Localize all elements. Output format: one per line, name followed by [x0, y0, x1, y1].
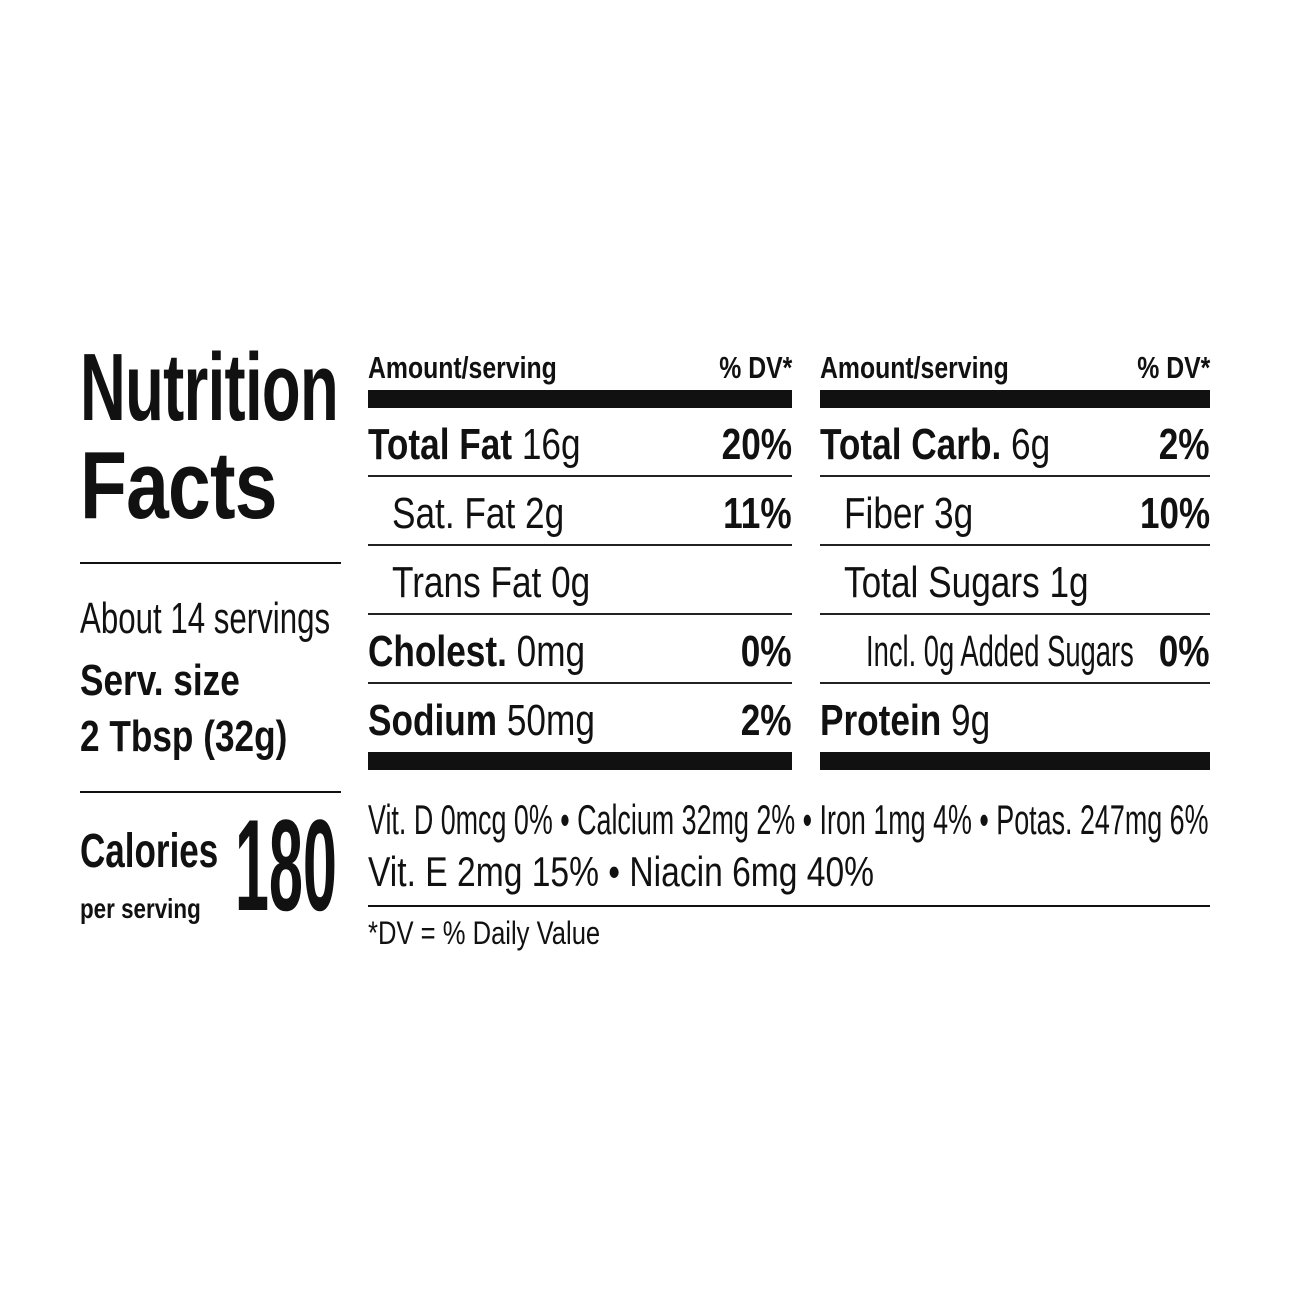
nutrient-row-cholesterol: Cholest. 0mg 0% [368, 615, 792, 684]
header-amount: Amount/serving [820, 350, 1009, 385]
nutrient-row-total-carb: Total Carb. 6g 2% [820, 408, 1210, 477]
header-dv: % DV* [718, 350, 792, 385]
calories-label: Calories [80, 825, 219, 878]
calories-sublabel: per serving [80, 893, 201, 924]
divider [368, 905, 1210, 907]
nutrient-row-total-sugars: Total Sugars 1g [820, 546, 1210, 615]
left-nutrient-table: Amount/serving % DV* Total Fat 16g 20% S… [368, 340, 792, 770]
calories-value: 180 [235, 792, 337, 938]
nutrient-row-fiber: Fiber 3g 10% [820, 477, 1210, 546]
servings-per-container: About 14 servings [80, 594, 331, 643]
header-amount: Amount/serving [368, 350, 557, 385]
divider [80, 791, 341, 793]
thick-rule [368, 752, 792, 770]
micronutrients-line2: Vit. E 2mg 15% • Niacin 6mg 40% [368, 848, 875, 895]
nutrient-row-sodium: Sodium 50mg 2% [368, 696, 792, 745]
serving-size-label: Serv. size [80, 656, 240, 705]
title-line1: Nutrition [80, 334, 339, 441]
table-header: Amount/serving % DV* [820, 340, 1210, 390]
thick-rule [820, 752, 1210, 770]
table-header: Amount/serving % DV* [368, 340, 792, 390]
footnote: *DV = % Daily Value [368, 915, 601, 951]
right-nutrient-table: Amount/serving % DV* Total Carb. 6g 2% F… [820, 340, 1210, 770]
micronutrients-line1: Vit. D 0mcg 0% • Calcium 32mg 2% • Iron … [368, 796, 1209, 843]
nutrient-row-trans-fat: Trans Fat 0g [368, 546, 792, 615]
header-dv: % DV* [1136, 350, 1210, 385]
thick-rule [820, 390, 1210, 408]
nutrient-row-added-sugars: Incl. 0g Added Sugars 0% [820, 615, 1210, 684]
nutrient-row-protein: Protein 9g [820, 696, 991, 745]
nutrient-row-sat-fat: Sat. Fat 2g 11% [368, 477, 792, 546]
title-line2: Facts [80, 432, 277, 539]
thick-rule [368, 390, 792, 408]
divider [80, 562, 341, 564]
serving-size-value: 2 Tbsp (32g) [80, 712, 288, 761]
nutrient-row-total-fat: Total Fat 16g 20% [368, 408, 792, 477]
